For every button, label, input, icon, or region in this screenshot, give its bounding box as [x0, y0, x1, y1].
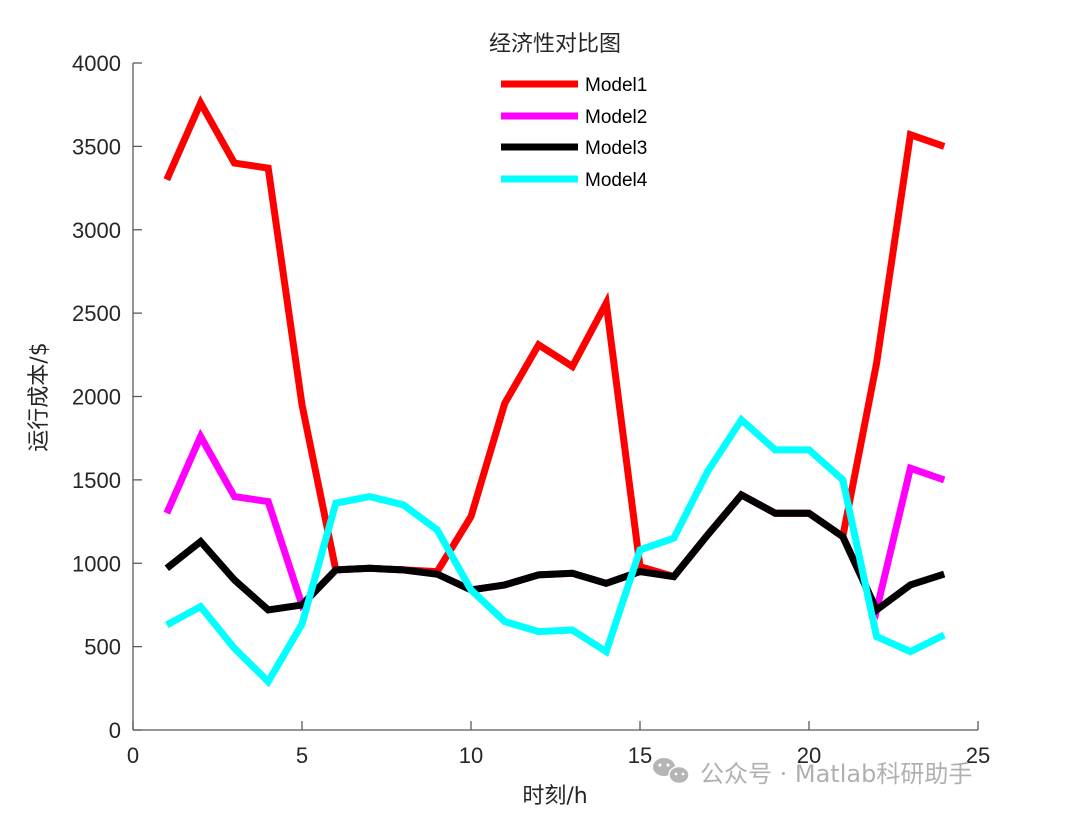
x-tick-label: 15 — [628, 743, 652, 768]
y-tick-label: 1500 — [72, 468, 121, 493]
y-tick-label: 1000 — [72, 551, 121, 576]
y-tick-label: 2000 — [72, 385, 121, 410]
y-tick-label: 2500 — [72, 301, 121, 326]
series-model3 — [164, 490, 946, 616]
legend-label: Model2 — [585, 107, 647, 128]
legend: Model1 Model2 Model3 Model4 — [501, 75, 648, 191]
legend-label: Model3 — [585, 138, 647, 159]
x-tick-label: 10 — [459, 743, 483, 768]
series-model1 — [163, 95, 946, 581]
axes: 0 5 10 15 20 25 0 500 1000 1500 2000 2500 3000 3500 40… — [72, 51, 990, 768]
x-tick-label: 20 — [797, 743, 821, 768]
series-model4 — [165, 414, 946, 688]
legend-item-model3: Model3 — [501, 138, 647, 159]
x-tick-label: 5 — [296, 743, 308, 768]
legend-item-model2: Model2 — [501, 107, 647, 128]
y-axis-label: 运行成本/$ — [27, 342, 52, 451]
y-tick-label: 0 — [109, 718, 121, 743]
legend-label: Model4 — [585, 170, 648, 191]
legend-label: Model1 — [585, 75, 647, 96]
y-tick-label: 4000 — [72, 51, 121, 76]
x-tick-label: 0 — [127, 743, 139, 768]
watermark: 公众号 · Matlab科研助手 — [653, 758, 972, 788]
wechat-icon — [653, 758, 690, 785]
watermark-text: 公众号 · Matlab科研助手 — [700, 760, 972, 788]
legend-item-model4: Model4 — [501, 170, 648, 191]
x-tick-label: 25 — [966, 743, 990, 768]
legend-item-model1: Model1 — [501, 75, 647, 96]
chart-title: 经济性对比图 — [489, 32, 621, 57]
x-axis-label: 时刻/h — [522, 784, 587, 809]
series-layer — [163, 95, 946, 688]
y-tick-label: 500 — [84, 635, 121, 660]
y-tick-label: 3000 — [72, 218, 121, 243]
y-tick-label: 3500 — [72, 134, 121, 159]
